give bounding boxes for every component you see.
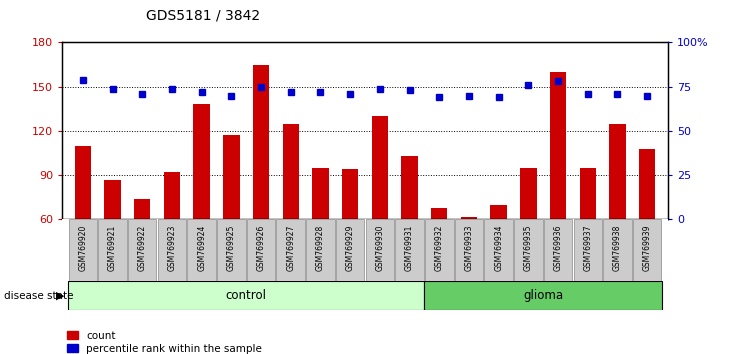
Bar — [283, 124, 299, 219]
Bar — [223, 136, 239, 219]
Bar — [158, 219, 186, 281]
Bar — [574, 219, 602, 281]
Bar — [491, 205, 507, 219]
Bar — [633, 219, 661, 281]
Text: GSM769929: GSM769929 — [345, 224, 355, 271]
Bar — [306, 219, 335, 281]
Text: GSM769921: GSM769921 — [108, 224, 117, 271]
Text: GSM769938: GSM769938 — [613, 224, 622, 271]
Text: glioma: glioma — [523, 289, 564, 302]
Text: GSM769936: GSM769936 — [553, 224, 563, 271]
Bar — [193, 104, 210, 219]
Text: GSM769934: GSM769934 — [494, 224, 503, 271]
Bar — [603, 219, 631, 281]
Bar — [402, 156, 418, 219]
Text: GSM769932: GSM769932 — [435, 224, 444, 271]
Bar — [514, 219, 542, 281]
Text: GSM769923: GSM769923 — [167, 224, 177, 271]
Bar — [544, 219, 572, 281]
Bar — [639, 149, 656, 219]
Bar — [424, 281, 662, 310]
Text: GSM769939: GSM769939 — [642, 224, 652, 271]
Text: GSM769933: GSM769933 — [464, 224, 474, 271]
Bar — [253, 65, 269, 219]
Bar — [610, 124, 626, 219]
Text: GSM769937: GSM769937 — [583, 224, 592, 271]
Bar — [431, 208, 447, 219]
Bar — [461, 217, 477, 219]
Text: GSM769926: GSM769926 — [256, 224, 266, 271]
Bar — [520, 168, 537, 219]
Text: ▶: ▶ — [55, 291, 64, 301]
Bar — [74, 146, 91, 219]
Bar — [188, 219, 216, 281]
Text: GSM769930: GSM769930 — [375, 224, 385, 271]
Bar — [69, 219, 97, 281]
Bar — [366, 219, 394, 281]
Text: GSM769925: GSM769925 — [227, 224, 236, 271]
Bar — [312, 168, 328, 219]
Bar — [247, 219, 275, 281]
Bar — [164, 172, 180, 219]
Text: GSM769924: GSM769924 — [197, 224, 206, 271]
Text: GSM769935: GSM769935 — [524, 224, 533, 271]
Legend: count, percentile rank within the sample: count, percentile rank within the sample — [67, 331, 262, 354]
Bar — [68, 281, 424, 310]
Text: GSM769920: GSM769920 — [78, 224, 88, 271]
Bar — [128, 219, 156, 281]
Text: GSM769931: GSM769931 — [405, 224, 414, 271]
Bar — [277, 219, 305, 281]
Text: GSM769927: GSM769927 — [286, 224, 295, 271]
Bar — [372, 116, 388, 219]
Bar — [396, 219, 424, 281]
Bar — [104, 180, 120, 219]
Bar — [425, 219, 453, 281]
Bar — [550, 72, 566, 219]
Text: GSM769928: GSM769928 — [316, 224, 325, 271]
Text: GSM769922: GSM769922 — [138, 224, 147, 271]
Bar — [336, 219, 364, 281]
Bar — [217, 219, 245, 281]
Bar — [455, 219, 483, 281]
Text: GDS5181 / 3842: GDS5181 / 3842 — [146, 9, 260, 23]
Bar — [580, 168, 596, 219]
Bar — [485, 219, 513, 281]
Bar — [134, 199, 150, 219]
Text: control: control — [226, 289, 266, 302]
Text: disease state: disease state — [4, 291, 73, 301]
Bar — [99, 219, 127, 281]
Bar — [342, 169, 358, 219]
